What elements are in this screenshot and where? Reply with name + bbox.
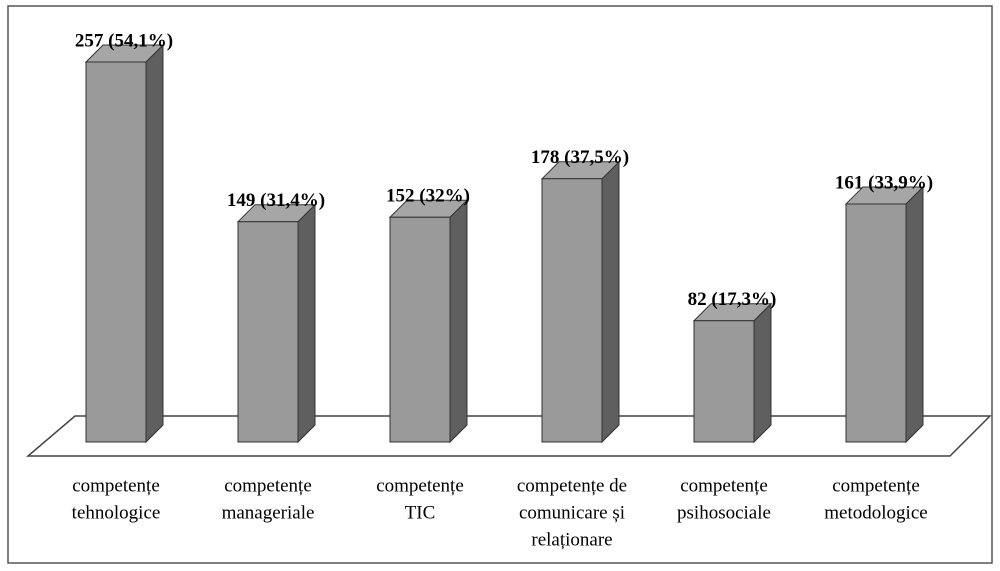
bar-front	[85, 61, 147, 443]
bar-front	[541, 178, 603, 443]
x-tick-label: competențe	[72, 475, 160, 496]
bar-side	[449, 199, 468, 444]
chart-frame	[7, 5, 993, 564]
x-tick-label: TIC	[405, 502, 436, 523]
bar-front	[845, 203, 907, 443]
value-label: 152 (32%)	[386, 186, 470, 207]
bar	[388, 199, 469, 444]
value-label: 178 (37,5%)	[531, 147, 629, 168]
x-tick-label: relaționare	[531, 529, 612, 550]
bar	[236, 203, 317, 444]
x-tick-label: tehnologice	[72, 502, 161, 523]
bar-side	[145, 43, 164, 444]
bar-front	[237, 221, 299, 443]
bar	[692, 302, 773, 444]
x-tick-label: competențe	[224, 475, 312, 496]
x-tick-label: manageriale	[222, 502, 315, 523]
bar-side	[601, 160, 620, 444]
x-tick-label: competențe	[832, 475, 920, 496]
bar	[84, 43, 165, 444]
x-tick-label: metodologice	[824, 502, 927, 523]
bar	[540, 160, 621, 444]
bar	[844, 185, 925, 444]
value-label: 257 (54,1%)	[75, 30, 173, 51]
x-tick-label: competențe	[680, 475, 768, 496]
bar-side	[753, 302, 772, 444]
bar-side	[297, 203, 316, 444]
value-label: 149 (31,4%)	[227, 190, 325, 211]
x-tick-label: psihosociale	[677, 502, 771, 523]
x-tick-label: comunicare și	[519, 502, 625, 523]
x-tick-label: competențe	[376, 475, 464, 496]
bar-side	[905, 185, 924, 444]
bar-front	[389, 216, 451, 443]
x-tick-label: competențe de	[517, 475, 627, 496]
value-label: 161 (33,9%)	[835, 172, 933, 193]
value-label: 82 (17,3%)	[688, 289, 777, 310]
bar-front	[693, 320, 755, 443]
